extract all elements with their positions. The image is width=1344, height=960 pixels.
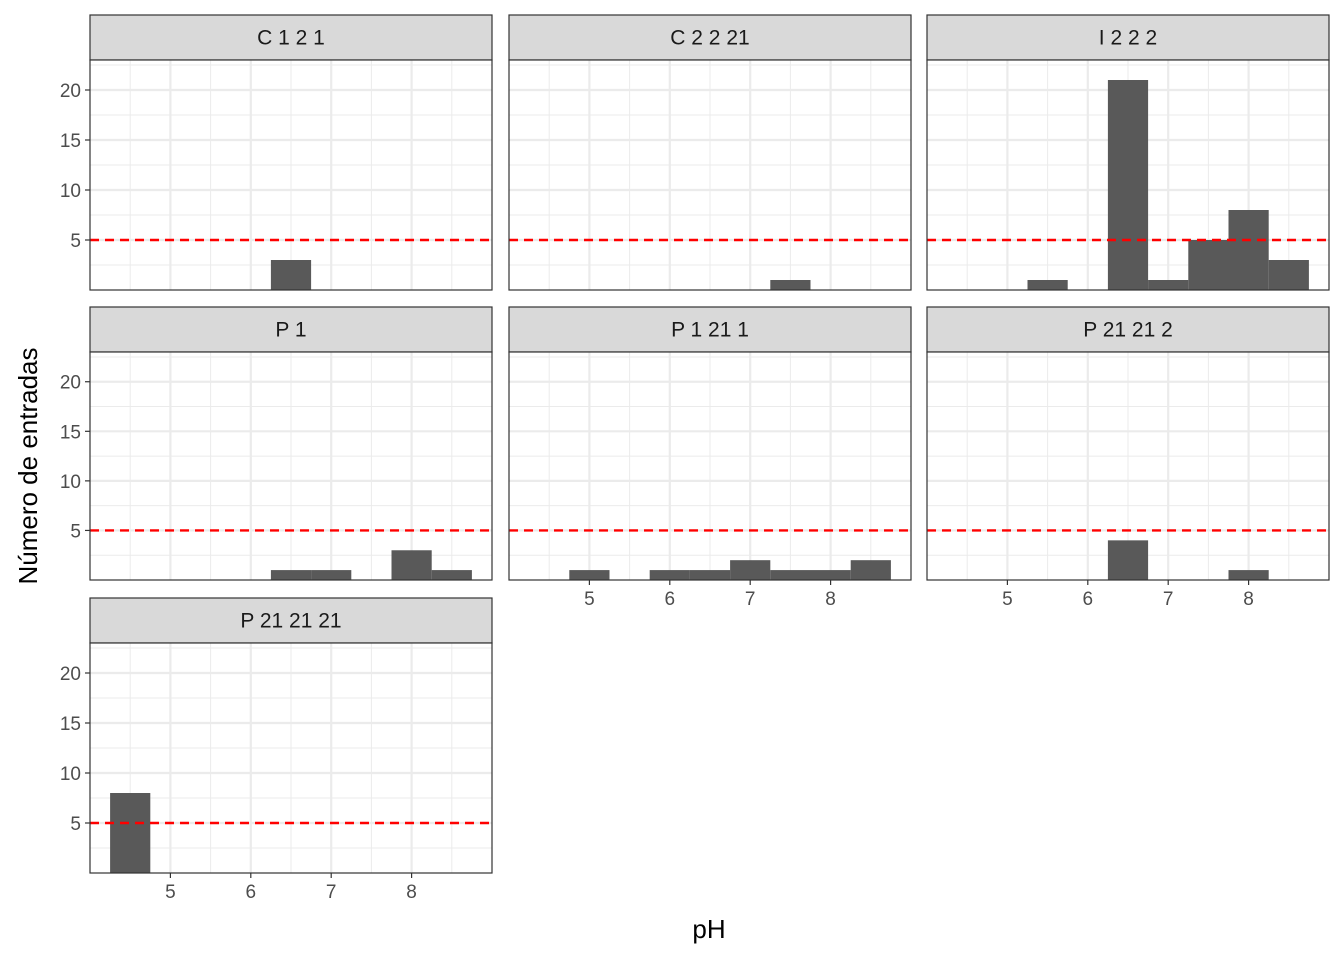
facet-panel: P 21 21 21 5 10 15 20 5 6 7 8 <box>60 597 493 903</box>
y-axis-title: Número de entradas <box>13 347 43 584</box>
y-tick-label: 10 <box>60 181 81 202</box>
x-tick-label: 5 <box>584 589 595 610</box>
histogram-bar <box>810 570 851 580</box>
y-tick-label: 5 <box>70 231 81 252</box>
y-tick-label: 20 <box>60 81 81 102</box>
y-tick-label: 5 <box>70 814 81 835</box>
histogram-bar <box>770 280 811 290</box>
facet-strip-label: P 21 21 2 <box>1083 319 1173 342</box>
facet-strip <box>926 306 1330 353</box>
histogram-bar <box>689 570 731 580</box>
panel-border <box>926 59 1330 291</box>
x-tick-label: 8 <box>1243 589 1254 610</box>
x-tick-label: 7 <box>1163 589 1174 610</box>
histogram-bar <box>569 570 610 580</box>
x-tick-label: 5 <box>165 882 176 903</box>
histogram-bar <box>110 793 151 873</box>
y-tick-label: 5 <box>70 521 81 542</box>
facet-panel: P 21 21 2 5 6 7 8 <box>926 306 1330 610</box>
histogram-bar <box>649 570 690 580</box>
x-tick-label: 7 <box>326 882 337 903</box>
histogram-bar <box>1228 570 1269 580</box>
histogram-bar <box>770 570 811 580</box>
x-tick-label: 6 <box>246 882 257 903</box>
facet-strip-label: I 2 2 2 <box>1099 27 1157 50</box>
facet-strip <box>89 14 493 61</box>
facet-panel: I 2 2 2 <box>926 14 1330 291</box>
y-tick-label: 20 <box>60 373 81 394</box>
facet-strip-label: P 1 <box>275 319 306 342</box>
histogram-bar <box>391 550 432 580</box>
histogram-bar <box>850 560 891 580</box>
y-tick-label: 15 <box>60 714 81 735</box>
histogram-bar <box>1228 210 1269 290</box>
x-tick-label: 6 <box>1083 589 1094 610</box>
histogram-bar <box>1148 280 1189 290</box>
facet-panel: P 1 21 1 5 6 7 8 <box>508 306 912 610</box>
panel-border <box>926 351 1330 581</box>
facet-panel: C 1 2 1 5 10 15 20 <box>60 14 493 291</box>
facet-strip-label: P 1 21 1 <box>671 319 749 342</box>
panel-border <box>508 351 912 581</box>
facet-strip <box>926 14 1330 61</box>
histogram-bar <box>1027 280 1068 290</box>
y-tick-label: 15 <box>60 422 81 443</box>
y-tick-label: 15 <box>60 131 81 152</box>
panel-border <box>89 59 493 291</box>
x-tick-label: 5 <box>1002 589 1013 610</box>
histogram-bar <box>270 260 312 290</box>
facet-strip <box>508 306 912 353</box>
facet-strip-label: C 1 2 1 <box>257 27 325 50</box>
panel-border <box>89 351 493 581</box>
x-tick-label: 8 <box>825 589 836 610</box>
histogram-bar <box>1268 260 1309 290</box>
facet-panel: C 2 2 21 <box>508 14 912 291</box>
x-tick-label: 8 <box>406 882 417 903</box>
x-axis-title: pH <box>692 914 725 944</box>
y-tick-label: 10 <box>60 472 81 493</box>
histogram-bar <box>1188 240 1229 290</box>
x-tick-label: 7 <box>745 589 756 610</box>
facet-strip-label: C 2 2 21 <box>670 27 749 50</box>
histogram-bar <box>730 560 771 580</box>
facet-strip <box>89 306 493 353</box>
y-tick-label: 20 <box>60 664 81 685</box>
facet-strip <box>89 597 493 644</box>
y-tick-label: 10 <box>60 764 81 785</box>
facet-strip <box>508 14 912 61</box>
facet-strip-label: P 21 21 21 <box>240 610 341 633</box>
panel-border <box>89 642 493 874</box>
histogram-bar <box>311 570 352 580</box>
histogram-bar <box>431 570 472 580</box>
histogram-bar <box>270 570 312 580</box>
histogram-bar <box>1107 540 1149 580</box>
facet-panel: P 1 5 10 15 20 <box>60 306 493 581</box>
panel-border <box>508 59 912 291</box>
histogram-bar <box>1107 80 1149 290</box>
x-tick-label: 6 <box>665 589 676 610</box>
